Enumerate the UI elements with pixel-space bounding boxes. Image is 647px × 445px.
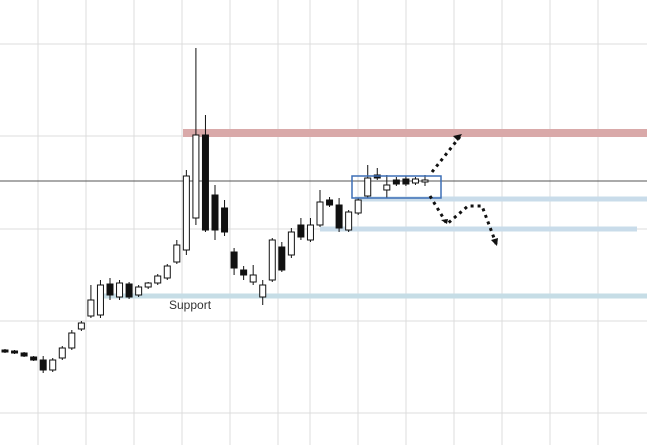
candle-body	[306, 224, 314, 241]
candle-body	[259, 284, 267, 298]
candle-body	[1, 349, 9, 353]
candle-body	[163, 265, 171, 279]
candle-body	[421, 179, 429, 183]
candle-body	[230, 251, 238, 269]
candle-body	[221, 207, 229, 233]
candle-body	[345, 211, 353, 231]
support-label: Support	[169, 298, 212, 312]
candle-body	[411, 178, 419, 184]
candle-body	[278, 246, 286, 271]
candle-body	[87, 299, 95, 317]
candle-body	[96, 284, 104, 316]
candle-body	[39, 359, 47, 371]
candle-body	[297, 224, 305, 238]
candle-body	[402, 178, 410, 185]
candle-body	[20, 352, 28, 357]
candle-body	[354, 199, 362, 214]
candle-body	[11, 350, 19, 354]
candle-body	[173, 244, 181, 263]
candle-body	[211, 194, 219, 231]
candle-body	[249, 274, 257, 283]
candle-body	[49, 359, 57, 371]
candle-body	[125, 283, 133, 298]
candle-body	[192, 134, 200, 219]
projection-arrows	[428, 133, 499, 247]
candle-body	[144, 282, 152, 288]
candle-body	[287, 231, 295, 256]
candle-body	[58, 347, 66, 359]
candle-body	[392, 179, 400, 185]
candle-body	[240, 269, 248, 276]
candle-body	[268, 239, 276, 281]
candle-body	[316, 201, 324, 226]
candle-body	[326, 199, 334, 206]
range-box	[351, 175, 442, 199]
candle-body	[106, 283, 114, 296]
candle-body	[201, 134, 209, 231]
candle-body	[116, 282, 124, 298]
candle-body	[335, 204, 343, 229]
marks	[0, 48, 647, 373]
candle-body	[68, 332, 76, 349]
candle-body	[182, 175, 190, 251]
candle-body	[135, 286, 143, 296]
candle-body	[77, 322, 85, 330]
candle-body	[154, 275, 162, 284]
candle-body	[364, 177, 372, 197]
candle-body	[30, 356, 38, 361]
candle-body	[383, 184, 391, 191]
